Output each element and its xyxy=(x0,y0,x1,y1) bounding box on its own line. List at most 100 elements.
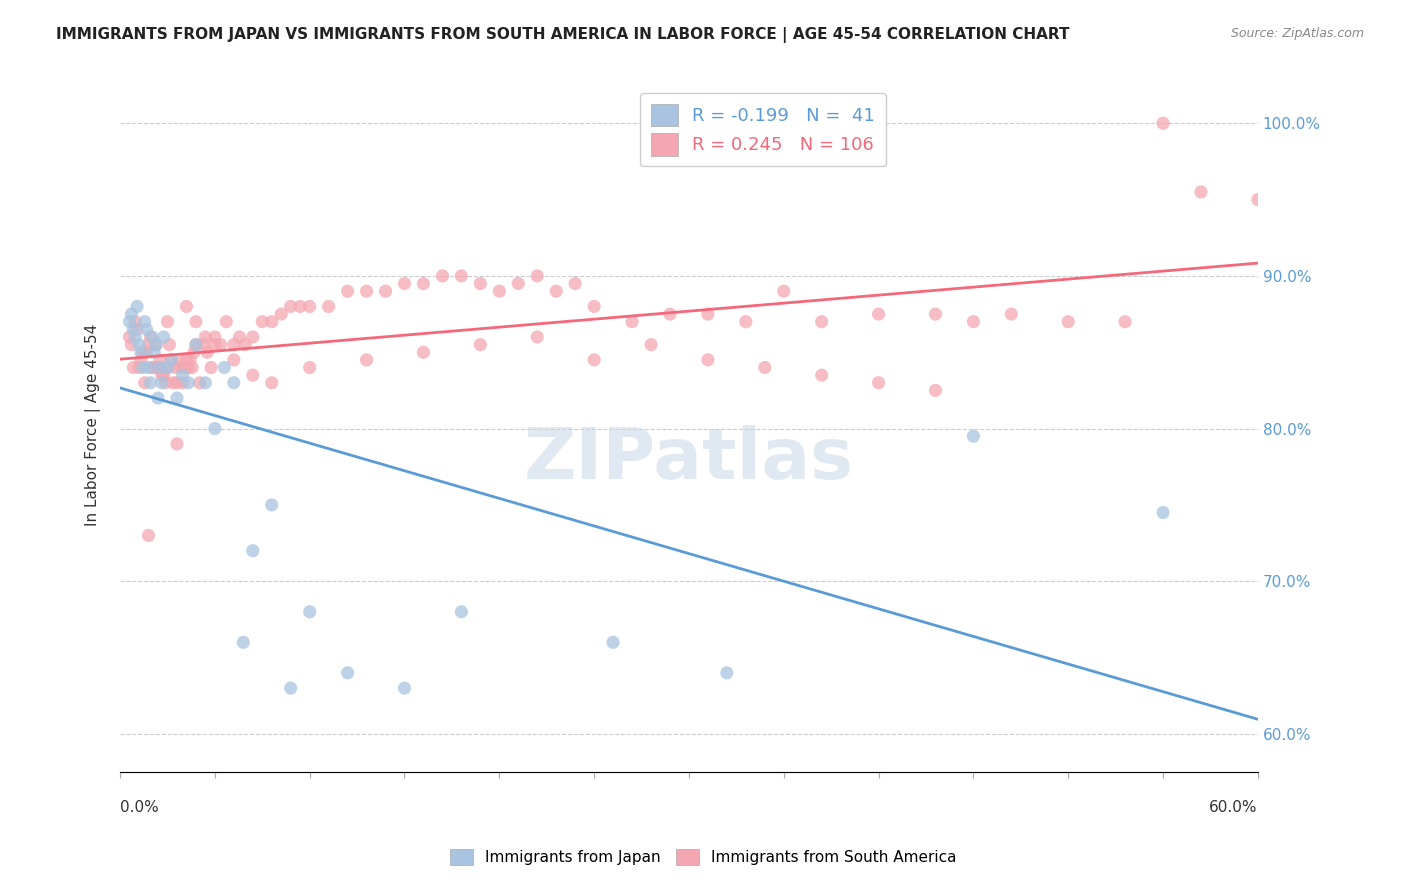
Point xyxy=(132,345,155,359)
Point xyxy=(270,307,292,321)
Point xyxy=(176,352,198,367)
Point xyxy=(143,345,166,359)
Point xyxy=(184,337,207,351)
Point xyxy=(156,315,179,329)
Point xyxy=(336,284,359,298)
Point xyxy=(290,300,312,314)
Point xyxy=(298,605,321,619)
Point xyxy=(156,360,179,375)
Point xyxy=(432,268,454,283)
Point xyxy=(141,330,163,344)
Point xyxy=(754,360,776,375)
Point xyxy=(242,330,264,344)
Point xyxy=(150,368,173,383)
Point xyxy=(659,307,682,321)
Point xyxy=(120,307,142,321)
Point xyxy=(232,635,254,649)
Point xyxy=(183,345,205,359)
Point xyxy=(173,360,195,375)
Point xyxy=(155,376,177,390)
Point xyxy=(134,376,156,390)
Point xyxy=(139,376,162,390)
Point xyxy=(150,376,173,390)
Point xyxy=(222,376,245,390)
Point xyxy=(135,322,157,336)
Point xyxy=(138,337,160,351)
Point xyxy=(1247,193,1270,207)
Point xyxy=(122,360,145,375)
Point xyxy=(868,307,890,321)
Point xyxy=(1057,315,1080,329)
Point xyxy=(1152,506,1174,520)
Point xyxy=(228,330,250,344)
Point xyxy=(233,337,256,351)
Point xyxy=(146,360,169,375)
Point xyxy=(1152,116,1174,130)
Point xyxy=(138,360,160,375)
Point xyxy=(127,300,149,314)
Point xyxy=(260,498,283,512)
Point xyxy=(280,681,302,695)
Point xyxy=(336,665,359,680)
Point xyxy=(640,337,662,351)
Point xyxy=(298,300,321,314)
Text: Source: ZipAtlas.com: Source: ZipAtlas.com xyxy=(1230,27,1364,40)
Point xyxy=(508,277,530,291)
Point xyxy=(118,330,141,344)
Point xyxy=(152,368,174,383)
Point xyxy=(129,345,152,359)
Point xyxy=(394,277,416,291)
Point xyxy=(450,268,472,283)
Point xyxy=(215,315,238,329)
Point xyxy=(167,352,190,367)
Point xyxy=(204,330,226,344)
Point xyxy=(962,315,984,329)
Point xyxy=(122,322,145,336)
Point xyxy=(120,337,142,351)
Point xyxy=(194,376,217,390)
Point xyxy=(128,337,150,351)
Point xyxy=(118,315,141,329)
Point xyxy=(209,337,232,351)
Point xyxy=(139,330,162,344)
Legend: R = -0.199   N =  41, R = 0.245   N = 106: R = -0.199 N = 41, R = 0.245 N = 106 xyxy=(640,94,886,167)
Point xyxy=(470,277,492,291)
Point xyxy=(412,345,434,359)
Point xyxy=(200,360,222,375)
Point xyxy=(172,368,194,383)
Point xyxy=(356,284,378,298)
Point xyxy=(716,665,738,680)
Point xyxy=(194,330,217,344)
Point xyxy=(128,360,150,375)
Point xyxy=(810,368,832,383)
Point xyxy=(298,360,321,375)
Point xyxy=(318,300,340,314)
Point xyxy=(170,360,193,375)
Point xyxy=(127,322,149,336)
Text: 0.0%: 0.0% xyxy=(120,800,159,815)
Point xyxy=(138,528,160,542)
Point xyxy=(374,284,396,298)
Point xyxy=(242,543,264,558)
Point xyxy=(146,391,169,405)
Point xyxy=(160,352,183,367)
Point xyxy=(172,376,194,390)
Point xyxy=(135,345,157,359)
Text: 60.0%: 60.0% xyxy=(1209,800,1258,815)
Point xyxy=(260,315,283,329)
Point xyxy=(160,352,183,367)
Point xyxy=(204,421,226,435)
Point xyxy=(924,384,946,398)
Point xyxy=(184,315,207,329)
Point xyxy=(177,360,200,375)
Point xyxy=(177,376,200,390)
Point xyxy=(152,330,174,344)
Point xyxy=(252,315,274,329)
Point xyxy=(868,376,890,390)
Point xyxy=(394,681,416,695)
Point xyxy=(470,337,492,351)
Point xyxy=(280,300,302,314)
Point xyxy=(810,315,832,329)
Point xyxy=(214,360,236,375)
Point xyxy=(772,284,794,298)
